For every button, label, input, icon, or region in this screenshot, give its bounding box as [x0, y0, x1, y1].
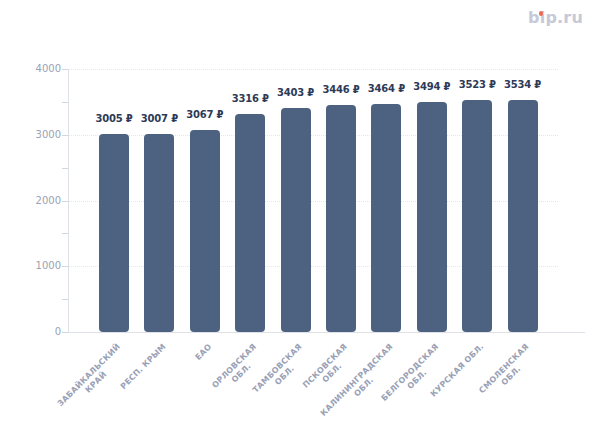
y-axis-tick-mark	[62, 299, 68, 300]
bar-value-label: 3534 ₽	[488, 78, 558, 92]
bar-1[interactable]	[99, 134, 129, 332]
y-axis-tick-mark	[62, 332, 68, 333]
bar-6[interactable]	[326, 105, 356, 332]
y-axis-tick-label: 1000	[0, 260, 61, 272]
y-axis-tick-mark	[62, 168, 68, 169]
y-axis-tick-mark	[62, 69, 68, 70]
x-axis-label: СМОЛЕНСКАЯОБЛ.	[478, 342, 538, 402]
bar-5[interactable]	[281, 108, 311, 332]
x-axis-label: ЕАО	[193, 342, 213, 362]
y-axis-tick-mark	[62, 266, 68, 267]
gridline-4000	[69, 69, 558, 70]
y-axis-tick-mark	[62, 135, 68, 136]
bar-7[interactable]	[371, 104, 401, 332]
y-axis-tick-mark	[62, 233, 68, 234]
bar-3[interactable]	[190, 130, 220, 332]
y-axis-tick-mark	[62, 102, 68, 103]
y-axis-tick-label: 2000	[0, 195, 61, 207]
bar-4[interactable]	[235, 114, 265, 332]
y-axis-tick-mark	[62, 201, 68, 202]
chart-page: bip.ru 010002000300040003005 ₽ЗАБАЙКАЛЬС…	[0, 0, 600, 427]
y-axis-tick-label: 3000	[0, 129, 61, 141]
y-axis-tick-label: 4000	[0, 63, 61, 75]
bar-value-label: 3067 ₽	[170, 108, 240, 122]
y-axis-tick-label: 0	[0, 326, 61, 338]
x-axis-label: ЗАБАЙКАЛЬСКИЙКРАЙ	[56, 342, 129, 415]
bar-10[interactable]	[508, 100, 538, 332]
bar-8[interactable]	[417, 102, 447, 332]
x-axis-line	[68, 332, 585, 333]
bar-2[interactable]	[144, 134, 174, 332]
bar-9[interactable]	[462, 100, 492, 332]
x-axis-label: РЕСП. КРЫМ	[119, 342, 168, 391]
bar-chart: 010002000300040003005 ₽ЗАБАЙКАЛЬСКИЙКРАЙ…	[0, 0, 600, 427]
